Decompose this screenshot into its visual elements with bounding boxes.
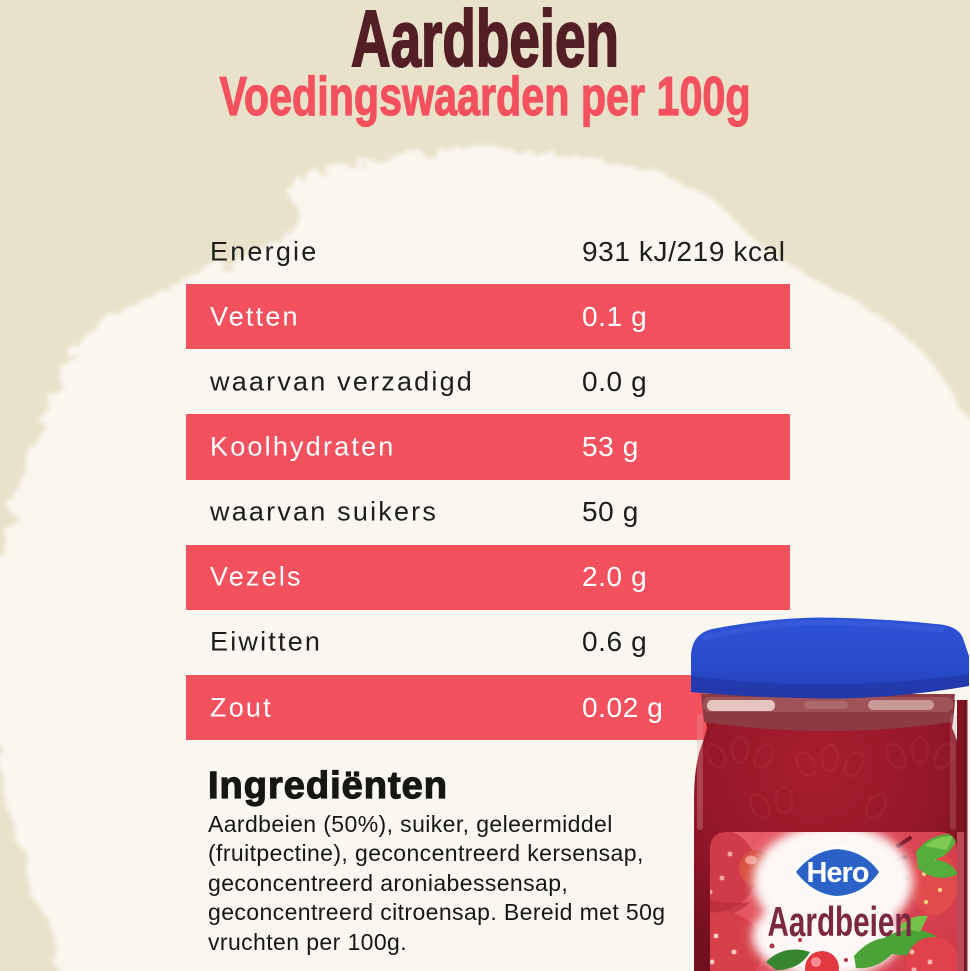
svg-text:Hero: Hero <box>807 857 870 889</box>
svg-text:Aardbeien: Aardbeien <box>768 898 913 945</box>
